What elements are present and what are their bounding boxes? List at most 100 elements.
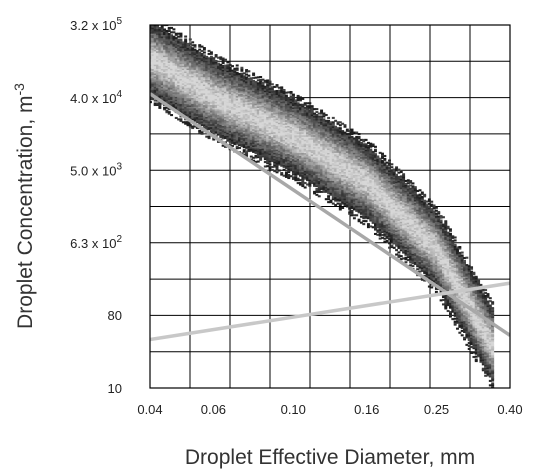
- density-cell: [228, 80, 232, 83]
- density-cell: [212, 123, 216, 126]
- density-cell: [336, 144, 340, 147]
- density-cell: [306, 170, 309, 173]
- density-cell: [177, 72, 181, 75]
- density-cell: [163, 65, 167, 68]
- density-cell: [252, 100, 256, 103]
- density-cell: [165, 96, 169, 99]
- density-cell: [345, 161, 349, 164]
- density-cell: [348, 138, 352, 142]
- density-cell: [268, 166, 272, 169]
- density-cell: [254, 84, 258, 87]
- density-cell: [177, 66, 181, 69]
- density-cell: [313, 168, 317, 171]
- density-cell: [343, 195, 347, 198]
- density-cell: [322, 112, 326, 115]
- density-cell: [341, 198, 345, 201]
- density-cell: [174, 99, 178, 102]
- density-cell: [214, 90, 218, 94]
- density-cell: [287, 125, 291, 128]
- density-cell: [329, 162, 333, 165]
- density-cell: [209, 63, 213, 66]
- density-cell: [336, 175, 340, 179]
- density-cell: [202, 57, 206, 60]
- density-cell: [186, 65, 190, 68]
- density-cell: [170, 57, 174, 60]
- density-cell: [219, 116, 223, 120]
- density-cell: [303, 125, 307, 128]
- density-cell: [233, 79, 237, 82]
- density-cell: [147, 86, 150, 88]
- density-cell: [245, 139, 249, 143]
- density-cell: [317, 165, 321, 168]
- density-cell: [275, 128, 279, 131]
- density-cell: [329, 128, 333, 131]
- density-cell: [275, 138, 279, 141]
- density-cell: [240, 103, 244, 106]
- density-cell: [343, 172, 347, 176]
- density-cell: [172, 49, 176, 52]
- density-cell: [270, 165, 274, 169]
- density-cell: [214, 132, 218, 135]
- density-cell: [200, 75, 204, 78]
- density-cell: [198, 94, 202, 97]
- density-cell: [331, 187, 335, 190]
- density-cell: [184, 45, 188, 48]
- density-cell: [156, 95, 159, 98]
- density-cell: [228, 99, 232, 102]
- density-cell: [350, 135, 354, 139]
- density-cell: [263, 109, 267, 112]
- density-cell: [275, 160, 279, 163]
- density-cell: [167, 57, 171, 61]
- density-cell: [214, 105, 218, 108]
- density-cell: [174, 90, 178, 93]
- density-cell: [299, 183, 302, 186]
- density-cell: [338, 186, 342, 189]
- density-cell: [317, 139, 321, 142]
- density-cell: [158, 89, 162, 92]
- density-cell: [153, 78, 157, 81]
- density-cell: [345, 201, 349, 204]
- density-cell: [268, 93, 272, 96]
- density-cell: [221, 128, 225, 131]
- density-cell: [174, 37, 178, 40]
- density-cell: [245, 125, 249, 128]
- density-cell: [163, 38, 167, 41]
- density-cell: [291, 139, 295, 142]
- density-cell: [158, 71, 162, 74]
- density-cell: [266, 86, 270, 89]
- density-cell: [202, 75, 206, 78]
- density-cell: [268, 121, 272, 125]
- density-cell: [296, 133, 300, 136]
- density-cell: [343, 180, 347, 183]
- density-cell: [226, 130, 230, 133]
- density-cell: [158, 66, 162, 70]
- density-cell: [287, 154, 291, 157]
- density-cell: [167, 96, 171, 99]
- density-cell: [291, 106, 295, 109]
- density-cell: [308, 148, 312, 151]
- density-cell: [242, 129, 246, 133]
- density-cell: [273, 90, 277, 93]
- density-cell: [338, 128, 342, 131]
- density-cell: [181, 56, 185, 59]
- density-cell: [322, 139, 326, 142]
- density-cell: [336, 131, 340, 134]
- density-cell: [289, 153, 293, 156]
- density-cell: [240, 127, 244, 130]
- density-cell: [259, 154, 263, 157]
- density-cell: [147, 82, 150, 84]
- density-cell: [284, 141, 288, 144]
- density-cell: [315, 121, 319, 124]
- density-cell: [205, 82, 209, 85]
- density-cell: [193, 79, 197, 82]
- density-cell: [334, 161, 338, 164]
- density-cell: [207, 101, 211, 104]
- density-cell: [160, 63, 164, 67]
- density-cell: [170, 40, 174, 43]
- density-cell: [327, 153, 331, 156]
- density-cell: [259, 112, 263, 115]
- density-cell: [254, 109, 258, 112]
- density-cell: [320, 147, 324, 151]
- density-cell: [334, 164, 338, 167]
- density-cell: [174, 51, 178, 54]
